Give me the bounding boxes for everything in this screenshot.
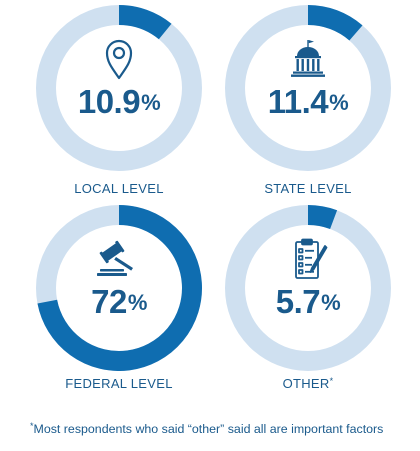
- label-note: *: [329, 376, 334, 386]
- percent-sign: %: [329, 90, 349, 115]
- value-local: 10.9%: [36, 83, 202, 122]
- donut-chart-other: [225, 205, 391, 371]
- label-state: STATE LEVEL: [213, 181, 403, 196]
- donut-arc-other: [307, 205, 338, 230]
- label-local: LOCAL LEVEL: [24, 181, 214, 196]
- donut-other: 5.7%: [225, 205, 391, 371]
- value-state: 11.4%: [225, 83, 391, 122]
- donut-chart-state: [225, 5, 391, 171]
- label-text: LOCAL LEVEL: [74, 181, 164, 196]
- label-text: OTHER: [282, 376, 330, 391]
- value-number: 11.4: [267, 83, 329, 120]
- value-federal: 72%: [36, 283, 202, 322]
- donut-arc-federal: [37, 205, 202, 371]
- donut-state: 11.4%: [225, 5, 391, 171]
- label-federal: FEDERAL LEVEL: [24, 376, 214, 391]
- value-number: 10.9: [77, 83, 141, 120]
- donut-local: 10.9%: [36, 5, 202, 171]
- percent-sign: %: [141, 90, 161, 115]
- footnote: *Most respondents who said “other” said …: [30, 421, 415, 436]
- location-pin-icon: [92, 38, 146, 80]
- label-text: STATE LEVEL: [264, 181, 352, 196]
- donut-chart-local: [36, 5, 202, 171]
- footnote-text: Most respondents who said “other” said a…: [33, 422, 384, 436]
- donut-arc-local: [118, 5, 172, 40]
- value-number: 72: [91, 283, 127, 320]
- value-other: 5.7%: [225, 283, 391, 322]
- label-other: OTHER*: [213, 376, 403, 391]
- donut-arc-state: [307, 5, 363, 41]
- value-number: 5.7: [275, 283, 321, 320]
- footnote-marker: *: [30, 421, 34, 431]
- percent-sign: %: [127, 290, 148, 315]
- clipboard-checklist-icon: [281, 238, 335, 280]
- label-text: FEDERAL LEVEL: [65, 376, 173, 391]
- donut-federal: 72%: [36, 205, 202, 371]
- capitol-building-icon: [281, 38, 335, 80]
- gavel-icon: [92, 238, 146, 280]
- percent-sign: %: [321, 290, 341, 315]
- donut-chart-federal: [36, 205, 202, 371]
